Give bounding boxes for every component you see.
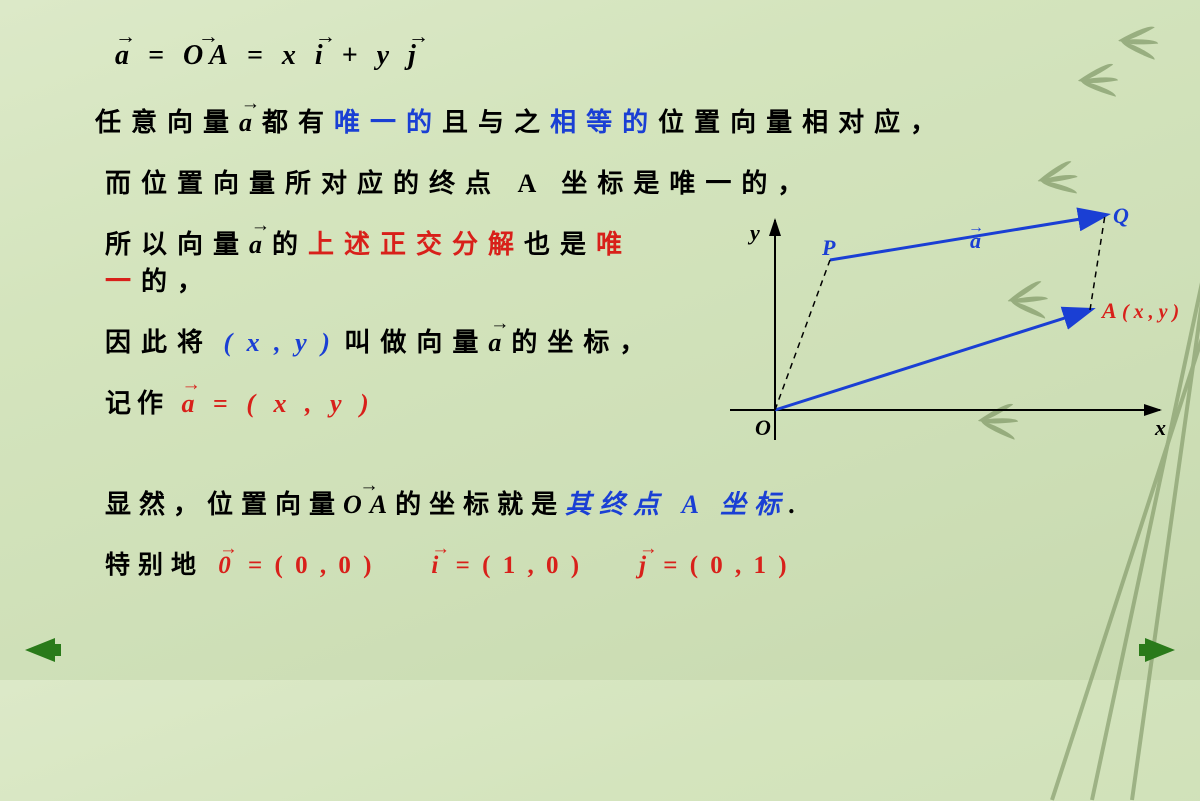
point-Q-label: Q [1113, 203, 1129, 228]
vec-zero: 0 [218, 552, 239, 580]
paragraph-4: 因此将 ( x , y ) 叫做向量a的坐标， [105, 322, 745, 359]
vector-OA [775, 310, 1090, 410]
dash-OP [775, 260, 830, 410]
vec-a: a [115, 40, 135, 72]
point-P-label: P [821, 235, 836, 260]
point-A-label: A [1100, 298, 1117, 323]
vec-j-red: j [639, 552, 654, 580]
origin-label: O [755, 415, 771, 440]
paragraph-1: 任意向量a都有唯一的且与之相等的位置向量相对应， [95, 102, 1105, 139]
y-axis-label: y [747, 220, 760, 245]
text-decomposition: 上述正交分解 [308, 230, 524, 259]
vec-a: a [488, 328, 511, 358]
vec-a: a [249, 230, 272, 260]
endpoint-text: 其终点 A 坐标 [565, 490, 788, 519]
vec-a: a [239, 108, 262, 138]
paragraph-6: 显然，位置向量OA的坐标就是其终点 A 坐标. [105, 484, 1105, 521]
xy-red: ( x , y ) [246, 389, 374, 418]
equation-main: a = OA = x i + y j [115, 40, 1105, 72]
coordinate-diagram: O x y P Q A ( x , y ) a → [700, 200, 1180, 450]
text-equal: 相等的 [550, 108, 658, 137]
x-axis-label: x [1154, 415, 1166, 440]
next-slide-button[interactable] [1145, 638, 1175, 662]
vec-j: j [408, 40, 422, 72]
paragraph-special: 特别地 0 = ( 0 , 0 ) i = ( 1 , 0 ) j = ( 0 … [105, 545, 1105, 581]
text-unique: 唯一的 [334, 108, 442, 137]
vec-OA: OA [183, 40, 234, 72]
paragraph-2: 而位置向量所对应的终点 A 坐标是唯一的， [105, 163, 1105, 200]
point-A-coord: ( x , y ) [1122, 301, 1179, 323]
prev-slide-button[interactable] [25, 638, 55, 662]
svg-text:→: → [968, 219, 984, 236]
vec-a-red: a [182, 389, 201, 419]
vec-OA: OA [343, 490, 395, 520]
paragraph-3: 所以向量a的上述正交分解也是唯一的， [105, 224, 645, 298]
paragraph-5: 记作 a = ( x , y ) [105, 383, 745, 420]
vec-i-red: i [431, 552, 446, 580]
vec-i: i [315, 40, 329, 72]
dash-AQ [1090, 215, 1105, 310]
xy-coord: ( x , y ) [213, 328, 344, 357]
